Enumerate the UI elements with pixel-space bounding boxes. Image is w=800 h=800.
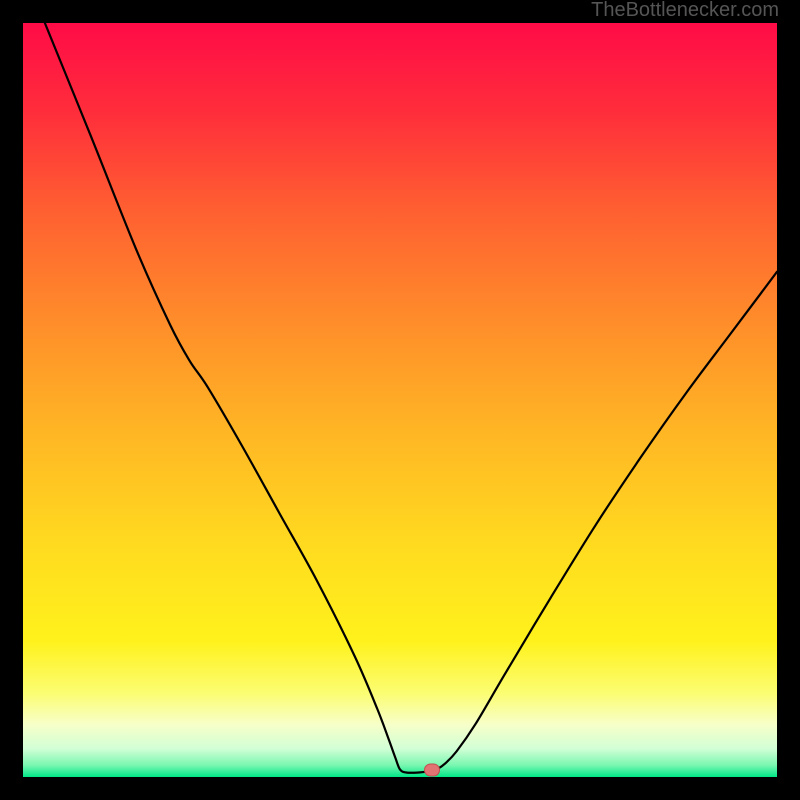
bottleneck-curve <box>45 23 777 773</box>
minimum-marker <box>424 764 440 777</box>
minimum-marker-rect <box>424 764 439 776</box>
plot-area <box>23 23 777 777</box>
watermark-text: TheBottlenecker.com <box>591 0 779 22</box>
chart-frame: TheBottlenecker.com <box>0 0 800 800</box>
curve-layer <box>23 23 777 777</box>
